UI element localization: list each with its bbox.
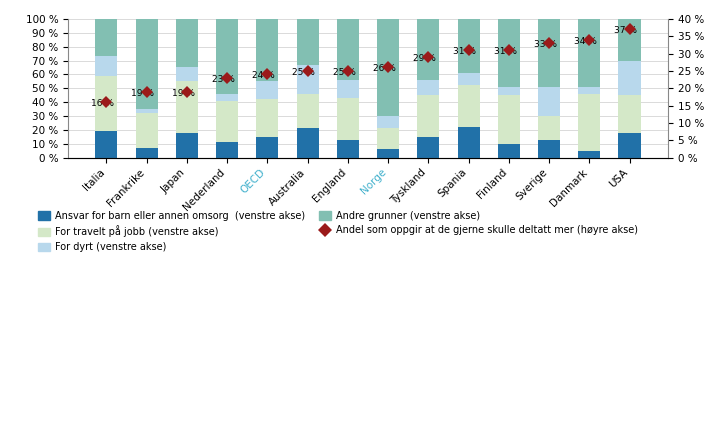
Text: 33 %: 33 % [533, 40, 557, 49]
Bar [336, 139, 359, 158]
Bar [578, 87, 600, 94]
Bar [538, 87, 560, 116]
Bar [498, 95, 520, 144]
Text: 31 %: 31 % [493, 47, 516, 56]
Bar [296, 65, 319, 94]
Bar [538, 116, 560, 139]
Bar [175, 81, 198, 133]
Bar [296, 94, 319, 128]
Bar [457, 85, 480, 127]
Bar [336, 80, 359, 98]
Bar [578, 19, 600, 87]
Bar [377, 149, 399, 158]
Bar [256, 99, 278, 137]
Bar [377, 116, 399, 128]
Bar [538, 139, 560, 158]
Bar [498, 144, 520, 158]
Bar [256, 137, 278, 158]
Bar [618, 60, 641, 95]
Bar [96, 131, 117, 158]
Bar [296, 128, 319, 158]
Bar [256, 19, 278, 81]
Bar [377, 128, 399, 149]
Bar [457, 73, 480, 85]
Bar [175, 19, 198, 68]
Text: 37 %: 37 % [614, 26, 637, 35]
Text: 29 %: 29 % [413, 54, 436, 63]
Bar [216, 94, 238, 101]
Text: 25 %: 25 % [333, 68, 355, 77]
Legend: Ansvar for barn eller annen omsorg  (venstre akse), For travelt på jobb (venstre: Ansvar for barn eller annen omsorg (vens… [35, 207, 642, 256]
Bar [96, 76, 117, 131]
Bar [96, 19, 117, 57]
Text: 19 %: 19 % [172, 88, 195, 98]
Text: 16 %: 16 % [91, 99, 114, 108]
Bar [578, 150, 600, 158]
Bar [578, 94, 600, 150]
Text: 26 %: 26 % [372, 64, 395, 74]
Bar [457, 19, 480, 73]
Bar [457, 127, 480, 158]
Bar [136, 148, 157, 158]
Bar [296, 19, 319, 65]
Bar [136, 113, 157, 148]
Bar [417, 95, 439, 137]
Bar [336, 98, 359, 139]
Bar [377, 19, 399, 116]
Bar [417, 137, 439, 158]
Bar [417, 80, 439, 95]
Bar [336, 19, 359, 80]
Bar [216, 142, 238, 158]
Bar [136, 109, 157, 113]
Text: 23 %: 23 % [212, 75, 234, 84]
Bar [618, 19, 641, 60]
Text: 31 %: 31 % [453, 47, 476, 56]
Bar [538, 19, 560, 87]
Bar [618, 95, 641, 133]
Bar [498, 87, 520, 95]
Bar [216, 101, 238, 142]
Bar [136, 19, 157, 109]
Bar [175, 133, 198, 158]
Bar [96, 57, 117, 76]
Bar [216, 19, 238, 94]
Text: 25 %: 25 % [293, 68, 315, 77]
Bar [618, 133, 641, 158]
Text: 24 %: 24 % [252, 71, 275, 80]
Bar [175, 68, 198, 81]
Bar [256, 81, 278, 99]
Text: 34 %: 34 % [574, 37, 597, 45]
Bar [417, 19, 439, 80]
Text: 19 %: 19 % [132, 88, 155, 98]
Bar [498, 19, 520, 87]
